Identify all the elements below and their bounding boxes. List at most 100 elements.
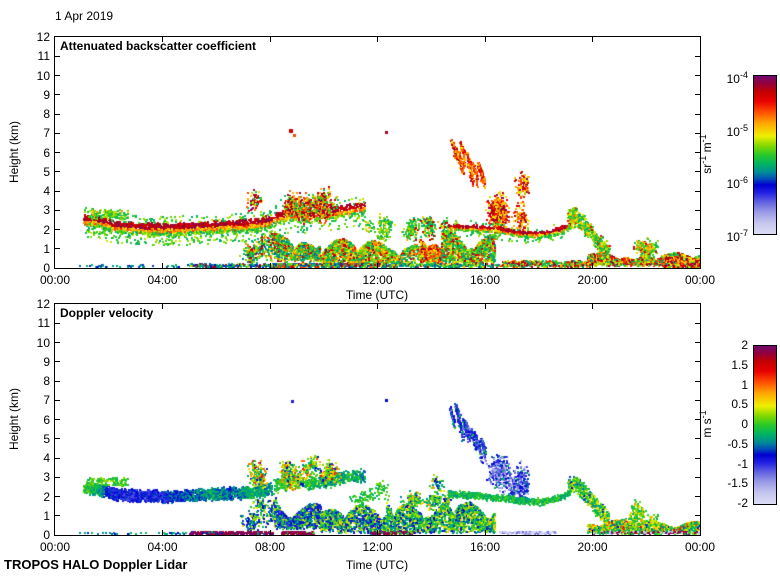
backscatter-colorbar-unit: sr-1 m-1 bbox=[698, 134, 714, 174]
x-tick-mark bbox=[377, 263, 378, 268]
y-tick-mark bbox=[695, 229, 700, 230]
x-tick-label: 00:00 bbox=[684, 540, 716, 554]
y-tick-mark bbox=[695, 438, 700, 440]
y-tick-mark bbox=[695, 152, 700, 153]
x-tick-mark bbox=[484, 263, 486, 268]
y-tick-mark bbox=[55, 229, 60, 230]
y-tick-label: 11 bbox=[37, 49, 50, 64]
colorbar-tick-label: 1.5 bbox=[731, 357, 748, 372]
y-tick-label: 8 bbox=[43, 374, 50, 388]
y-tick-mark bbox=[55, 342, 60, 343]
y-tick-mark bbox=[55, 419, 60, 420]
x-tick-label: 00:00 bbox=[39, 540, 71, 554]
y-tick-label: 0 bbox=[43, 261, 50, 275]
y-tick-label: 10 bbox=[36, 68, 50, 83]
backscatter-panel-title: Attenuated backscatter coefficient bbox=[60, 39, 257, 53]
y-tick-mark bbox=[695, 457, 700, 459]
y-tick-mark bbox=[55, 380, 60, 382]
y-tick-label: 9 bbox=[43, 354, 50, 369]
x-tick-label: 20:00 bbox=[577, 540, 608, 554]
x-tick-mark bbox=[484, 530, 486, 535]
x-tick-mark bbox=[269, 304, 271, 309]
x-tick-label: 04:00 bbox=[147, 273, 178, 287]
colorbar-tick-label: 10-6 bbox=[726, 175, 748, 192]
velocity-heatmap bbox=[55, 304, 700, 535]
colorbar-tick-label: 10-5 bbox=[726, 122, 748, 139]
y-tick-mark bbox=[695, 342, 700, 343]
y-tick-label: 12 bbox=[36, 30, 50, 44]
y-tick-mark bbox=[695, 248, 700, 250]
y-tick-label: 4 bbox=[43, 451, 50, 465]
y-tick-label: 11 bbox=[37, 316, 50, 331]
y-tick-label: 0 bbox=[43, 528, 50, 542]
y-tick-mark bbox=[695, 55, 700, 57]
backscatter-heatmap bbox=[55, 37, 700, 268]
y-tick-label: 12 bbox=[36, 297, 50, 311]
backscatter-x-axis-label: Time (UTC) bbox=[345, 288, 409, 302]
y-tick-mark bbox=[695, 113, 700, 115]
x-tick-mark bbox=[592, 530, 593, 535]
colorbar-tick-label: -1.5 bbox=[727, 476, 748, 491]
backscatter-panel: Attenuated backscatter coefficient bbox=[54, 36, 701, 269]
x-tick-mark bbox=[269, 530, 271, 535]
y-tick-mark bbox=[55, 209, 60, 211]
y-tick-label: 2 bbox=[43, 222, 50, 237]
velocity-y-axis-label: Height (km) bbox=[7, 387, 21, 451]
y-tick-mark bbox=[55, 248, 60, 250]
y-tick-label: 8 bbox=[43, 107, 50, 121]
velocity-panel: Doppler velocity bbox=[54, 303, 701, 536]
y-tick-mark bbox=[695, 132, 700, 134]
y-tick-label: 7 bbox=[43, 393, 50, 408]
x-tick-label: 16:00 bbox=[469, 540, 501, 554]
x-tick-mark bbox=[484, 37, 486, 42]
y-tick-label: 2 bbox=[43, 489, 50, 504]
x-tick-label: 12:00 bbox=[362, 273, 393, 287]
date-label: 1 Apr 2019 bbox=[55, 9, 114, 23]
y-tick-label: 1 bbox=[43, 508, 50, 523]
x-tick-mark bbox=[592, 304, 593, 309]
colorbar-tick-label: 10-4 bbox=[726, 70, 748, 86]
y-tick-mark bbox=[695, 515, 700, 517]
y-tick-mark bbox=[695, 190, 700, 192]
y-tick-mark bbox=[55, 457, 60, 459]
y-tick-label: 9 bbox=[43, 87, 50, 102]
y-tick-mark bbox=[695, 419, 700, 420]
y-tick-label: 6 bbox=[43, 412, 50, 427]
x-tick-mark bbox=[162, 263, 163, 268]
y-tick-label: 5 bbox=[43, 164, 50, 179]
y-tick-mark bbox=[695, 361, 700, 363]
y-tick-mark bbox=[695, 476, 700, 478]
backscatter-colorbar bbox=[753, 75, 777, 235]
x-tick-mark bbox=[377, 304, 378, 309]
x-tick-label: 20:00 bbox=[577, 273, 608, 287]
x-tick-mark bbox=[377, 530, 378, 535]
x-tick-label: 00:00 bbox=[684, 273, 716, 287]
y-tick-label: 7 bbox=[43, 126, 50, 141]
colorbar-tick-label: 0 bbox=[741, 417, 748, 431]
y-tick-mark bbox=[695, 171, 700, 173]
y-tick-mark bbox=[695, 399, 700, 401]
y-tick-mark bbox=[695, 94, 700, 96]
y-tick-mark bbox=[695, 209, 700, 211]
y-tick-mark bbox=[695, 496, 700, 497]
y-tick-mark bbox=[55, 496, 60, 497]
x-tick-mark bbox=[592, 263, 593, 268]
y-tick-mark bbox=[55, 399, 60, 401]
y-tick-mark bbox=[55, 190, 60, 192]
y-tick-mark bbox=[55, 361, 60, 363]
y-tick-mark bbox=[695, 380, 700, 382]
y-tick-mark bbox=[695, 322, 700, 324]
x-tick-mark bbox=[592, 37, 593, 42]
colorbar-tick-label: -0.5 bbox=[727, 436, 748, 451]
backscatter-y-axis-label: Height (km) bbox=[7, 120, 21, 184]
x-tick-label: 04:00 bbox=[147, 540, 178, 554]
y-tick-mark bbox=[55, 113, 60, 115]
footer-instrument-label: TROPOS HALO Doppler Lidar bbox=[4, 557, 188, 572]
x-tick-label: 12:00 bbox=[362, 540, 393, 554]
colorbar-tick-label: 10-7 bbox=[726, 228, 748, 244]
x-tick-label: 08:00 bbox=[254, 273, 286, 287]
colorbar-tick-label: 0.5 bbox=[731, 397, 748, 412]
x-tick-mark bbox=[377, 37, 378, 42]
y-tick-mark bbox=[55, 515, 60, 517]
x-tick-mark bbox=[162, 37, 163, 42]
